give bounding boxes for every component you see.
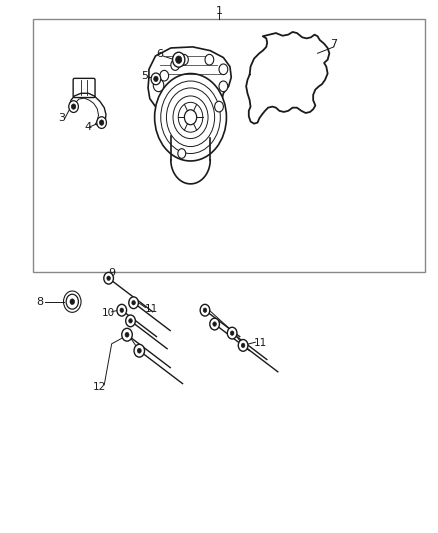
Circle shape (129, 319, 132, 323)
Text: 5: 5 (141, 71, 148, 80)
Text: 8: 8 (36, 297, 43, 306)
Circle shape (219, 64, 228, 75)
Circle shape (120, 308, 124, 312)
Circle shape (203, 308, 207, 312)
Circle shape (155, 74, 226, 161)
Circle shape (178, 149, 186, 158)
Circle shape (210, 318, 219, 330)
Circle shape (154, 76, 158, 82)
Circle shape (137, 348, 141, 353)
Circle shape (180, 54, 188, 65)
Text: 6: 6 (156, 50, 163, 59)
Circle shape (200, 304, 210, 316)
Circle shape (70, 299, 74, 304)
Circle shape (238, 340, 248, 351)
Circle shape (71, 104, 76, 109)
Text: 12: 12 (93, 382, 106, 392)
Circle shape (241, 343, 245, 348)
Text: 10: 10 (102, 309, 115, 318)
Circle shape (213, 322, 216, 326)
Text: 1: 1 (215, 6, 223, 15)
Circle shape (117, 304, 127, 316)
Circle shape (227, 327, 237, 339)
Circle shape (153, 79, 164, 92)
Circle shape (69, 101, 78, 112)
Circle shape (99, 120, 104, 125)
Text: 11: 11 (254, 338, 267, 348)
Text: 11: 11 (145, 304, 158, 314)
Circle shape (160, 70, 169, 81)
Circle shape (219, 81, 228, 92)
Circle shape (173, 52, 185, 67)
Text: 9: 9 (108, 268, 115, 278)
Circle shape (107, 276, 110, 280)
Text: 4: 4 (84, 122, 91, 132)
Text: 7: 7 (330, 39, 337, 49)
Text: 2: 2 (73, 78, 80, 87)
Text: 3: 3 (58, 114, 65, 123)
Circle shape (66, 294, 78, 309)
Circle shape (205, 54, 214, 65)
FancyBboxPatch shape (73, 78, 95, 98)
Circle shape (184, 110, 197, 125)
Circle shape (129, 297, 138, 309)
Circle shape (122, 328, 132, 341)
Circle shape (132, 301, 135, 305)
Circle shape (171, 60, 180, 70)
Circle shape (230, 331, 234, 335)
Circle shape (215, 101, 223, 112)
Circle shape (134, 344, 145, 357)
Circle shape (151, 73, 161, 85)
Circle shape (97, 117, 106, 128)
Circle shape (125, 332, 129, 337)
Bar (33, 19, 425, 272)
Circle shape (126, 315, 135, 327)
Circle shape (176, 56, 182, 63)
Circle shape (104, 272, 113, 284)
